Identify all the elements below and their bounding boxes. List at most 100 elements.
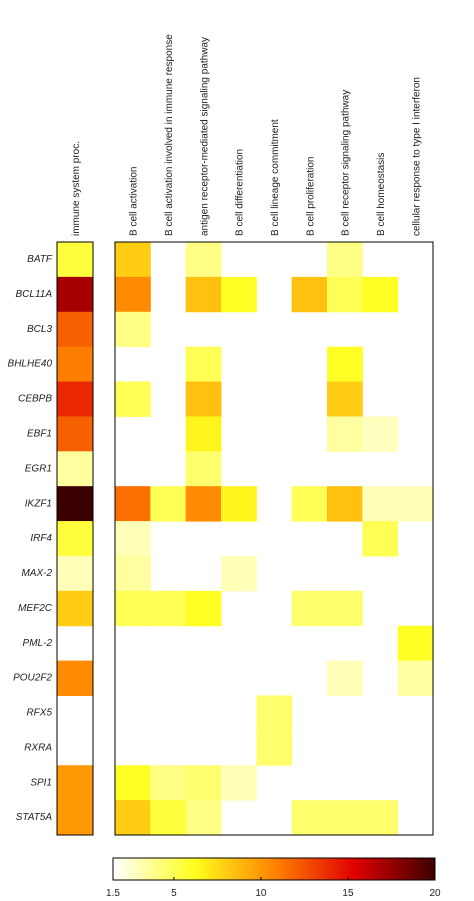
heat-cell [291, 486, 328, 522]
heat-cell [397, 486, 434, 522]
heat-cell [256, 730, 293, 766]
heat-cell [362, 521, 399, 557]
colorbar-tick-label: 10 [255, 888, 267, 899]
row-label: POU2F2 [13, 673, 52, 684]
heat-cell [221, 486, 257, 522]
side-cell [57, 276, 93, 313]
row-label: BATF [27, 254, 53, 265]
side-cell [57, 451, 93, 487]
side-cell [57, 765, 93, 801]
side-frame [56, 241, 94, 836]
heat-cell [327, 242, 363, 278]
heat-cell [185, 486, 222, 522]
side-cell [57, 311, 93, 348]
heat-cell [362, 486, 399, 522]
colorbar-tick-label: 20 [429, 888, 441, 899]
heat-cell [150, 486, 187, 522]
heat-cell [185, 765, 222, 801]
heat-cell [115, 276, 151, 313]
row-label: STAT5A [16, 812, 53, 823]
heat-cell [115, 800, 151, 836]
heat-cell [327, 381, 363, 417]
heat-cell [327, 346, 363, 383]
row-label: MEF2C [18, 603, 53, 614]
heat-cell [115, 521, 151, 557]
heat-cell [256, 695, 293, 731]
side-cell [57, 521, 93, 557]
column-label: B cell receptor signaling pathway [341, 90, 352, 236]
heat-cell [221, 555, 257, 592]
heat-cell [327, 800, 363, 836]
heat-cell [115, 486, 151, 522]
side-cell [57, 555, 93, 592]
heat-cell [327, 276, 363, 313]
heat-cell [150, 765, 187, 801]
heat-cell [291, 590, 328, 627]
column-label: B cell lineage commitment [270, 119, 281, 236]
heat-cell [185, 276, 222, 313]
heat-cell [115, 765, 151, 801]
side-cell [57, 346, 93, 383]
row-label: CEBPB [18, 394, 52, 405]
row-label: MAX-2 [21, 568, 52, 579]
heat-cell [327, 660, 363, 696]
column-label: B cell homeostasis [376, 153, 387, 236]
heat-cell [185, 800, 222, 836]
column-label: cellular response to type I interferon [411, 77, 422, 236]
heat-cell [185, 416, 222, 452]
heat-cell [362, 800, 399, 836]
side-cell [57, 660, 93, 696]
side-cell [57, 381, 93, 417]
heat-cell [185, 451, 222, 487]
heat-cell [115, 590, 151, 627]
row-label: RFX5 [26, 708, 52, 719]
row-label: RXRA [24, 742, 52, 753]
side-cell [57, 242, 93, 278]
side-cell [57, 590, 93, 627]
heatmap-frame [114, 241, 434, 836]
heat-cell [362, 416, 399, 452]
colorbar-tick-label: 5 [171, 888, 177, 899]
colorbar [112, 857, 436, 881]
heat-cell [115, 555, 151, 592]
row-label: BCL3 [27, 324, 52, 335]
heat-cell [115, 311, 151, 348]
column-label: antigen receptor-mediated signaling path… [199, 37, 210, 236]
row-label: PML-2 [23, 638, 53, 649]
heat-cell [115, 242, 151, 278]
column-label: B cell activation [129, 167, 140, 236]
heat-cell [185, 381, 222, 417]
colorbar-tick-label: 15 [342, 888, 354, 899]
row-label: EGR1 [25, 463, 52, 474]
side-cell [57, 800, 93, 836]
heat-cell [150, 800, 187, 836]
heat-cell [185, 346, 222, 383]
side-column-label: immune system proc. [71, 141, 82, 236]
row-label: BHLHE40 [8, 359, 53, 370]
column-label: B cell proliferation [305, 157, 316, 236]
column-label: B cell differentiation [235, 149, 246, 236]
heat-cell [327, 416, 363, 452]
heat-cell [291, 276, 328, 313]
heat-cell [291, 800, 328, 836]
row-label: EBF1 [27, 428, 52, 439]
column-label: B cell activation involved in immune res… [164, 34, 175, 236]
heat-cell [362, 276, 399, 313]
heat-cell [185, 242, 222, 278]
row-label: IKZF1 [25, 498, 52, 509]
side-cell [57, 416, 93, 452]
heat-cell [221, 765, 257, 801]
heat-cell [327, 590, 363, 627]
heat-cell [115, 381, 151, 417]
heat-cell [327, 486, 363, 522]
heat-cell [397, 625, 434, 662]
heat-cell [397, 660, 434, 696]
colorbar-tick-label: 1.5 [106, 888, 120, 899]
row-label: BCL11A [15, 289, 52, 300]
heat-cell [221, 276, 257, 313]
side-cell [57, 486, 93, 522]
heat-cell [150, 590, 187, 627]
heat-cell [185, 590, 222, 627]
row-label: IRF4 [30, 533, 52, 544]
